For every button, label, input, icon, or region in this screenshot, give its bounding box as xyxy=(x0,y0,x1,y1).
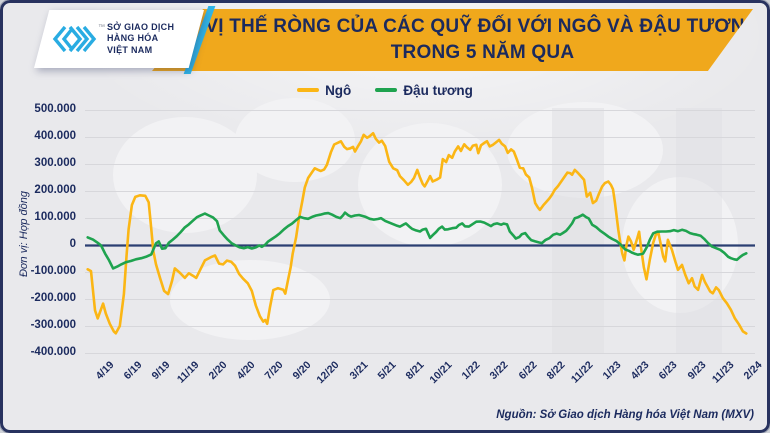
logo-line-3: VIỆT NAM xyxy=(107,44,153,55)
trademark-symbol: ™ xyxy=(98,24,105,31)
y-tick-label: 200.000 xyxy=(34,184,76,196)
data-series xyxy=(86,131,748,335)
legend-label: Ngô xyxy=(325,82,352,98)
y-tick-label: -400.000 xyxy=(30,346,76,358)
logo-line-1: SỞ GIAO DỊCH xyxy=(107,21,175,32)
title-banner: VỊ THẾ RÒNG CỦA CÁC QUỸ ĐỐI VỚI NGÔ VÀ Đ… xyxy=(152,9,753,71)
series-line-đậu-tương xyxy=(86,211,748,270)
legend-label: Đậu tương xyxy=(403,82,473,98)
y-tick-label: 400.000 xyxy=(34,130,76,142)
chart-title-line1: VỊ THẾ RÒNG CỦA CÁC QUỸ ĐỐI VỚI NGÔ VÀ Đ… xyxy=(205,16,760,37)
y-tick-label: 100.000 xyxy=(34,211,76,223)
mxv-chevrons-icon xyxy=(52,25,97,53)
legend-item: Ngô xyxy=(297,83,351,98)
y-tick-label: -300.000 xyxy=(30,319,76,331)
chart-title-line2: TRONG 5 NĂM QUA xyxy=(390,42,575,63)
logo-line-2: HÀNG HÓA xyxy=(107,33,159,44)
legend-swatch xyxy=(375,88,398,92)
legend-swatch xyxy=(297,88,320,92)
y-axis-title: Đơn vị: Hợp đồng xyxy=(18,190,30,278)
world-map-watermark xyxy=(113,98,738,354)
y-tick-label: -100.000 xyxy=(30,265,76,277)
logo-wordmark: SỞ GIAO DỊCH HÀNG HÓA VIỆT NAM xyxy=(107,22,174,57)
y-tick-label: 300.000 xyxy=(34,157,76,169)
mxv-logo: ™ SỞ GIAO DỊCH HÀNG HÓA VIỆT NAM xyxy=(34,10,204,68)
chart-legend: Ngô Đậu tương xyxy=(0,80,770,100)
legend-item: Đậu tương xyxy=(375,83,473,98)
series-line-ngô xyxy=(86,131,748,335)
y-tick-label: -200.000 xyxy=(30,292,76,304)
source-attribution: Nguồn: Sở Giao dịch Hàng hóa Việt Nam (M… xyxy=(496,409,754,421)
y-tick-label: 0 xyxy=(69,238,76,250)
y-tick-label: 500.000 xyxy=(34,103,76,115)
